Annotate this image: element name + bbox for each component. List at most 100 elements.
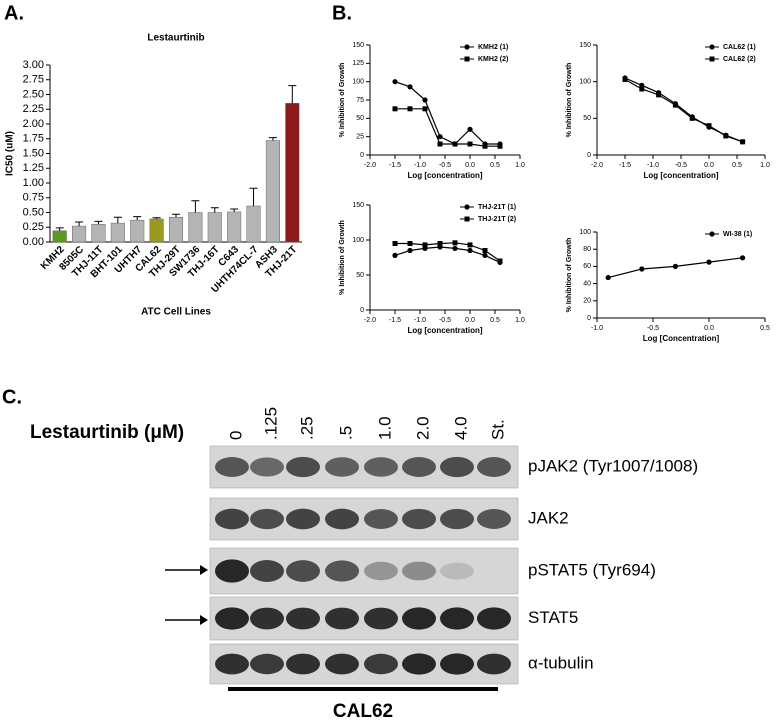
error-bar xyxy=(133,216,142,221)
y-tick-label: 150 xyxy=(352,202,364,209)
y-tick-label: 100 xyxy=(579,229,591,236)
chart-title: Lestaurtinib xyxy=(147,33,204,44)
y-tick-label: 60 xyxy=(583,263,591,270)
x-tick-label: -0.5 xyxy=(675,162,687,169)
band xyxy=(325,560,359,582)
marker xyxy=(422,97,428,103)
cell-line-label: CAL62 xyxy=(333,701,393,722)
x-tick-label: -0.5 xyxy=(439,162,451,169)
band xyxy=(215,559,249,583)
y-tick-label: 1.00 xyxy=(23,177,44,189)
y-tick-label: 1.75 xyxy=(23,133,44,145)
band xyxy=(286,456,320,478)
marker xyxy=(672,102,678,108)
y-axis-label: % Inhibition of Growth xyxy=(339,220,346,295)
x-tick-label: -1.0 xyxy=(414,317,426,324)
error-bar xyxy=(55,227,64,231)
x-tick-label: 0.0 xyxy=(465,317,475,324)
lane-label: 2.0 xyxy=(413,416,432,440)
error-bar xyxy=(249,187,258,207)
error-bar xyxy=(152,217,161,219)
legend-label: WI-38 (1) xyxy=(723,231,752,238)
band xyxy=(325,457,359,477)
lane-label: 4.0 xyxy=(451,416,470,440)
y-tick-label: 2.25 xyxy=(23,103,44,115)
band xyxy=(364,653,398,675)
underline-bar xyxy=(228,687,498,691)
marker xyxy=(497,258,503,264)
marker xyxy=(437,141,443,147)
band xyxy=(440,508,474,530)
x-tick-label: 0.0 xyxy=(704,162,714,169)
series-line xyxy=(394,81,500,145)
y-tick-label: 50 xyxy=(356,272,364,279)
marker xyxy=(467,242,473,248)
y-tick-label: 0 xyxy=(360,307,364,314)
marker xyxy=(482,252,488,258)
lane-label: St. xyxy=(488,419,507,440)
band xyxy=(215,607,249,630)
bar xyxy=(227,211,242,243)
marker xyxy=(407,247,413,254)
band xyxy=(250,559,284,583)
y-tick-label: 100 xyxy=(352,79,364,86)
y-tick-label: 25 xyxy=(356,134,364,141)
band xyxy=(402,653,436,675)
y-axis-label: % Inhibition of Growth xyxy=(566,238,573,313)
bar xyxy=(72,225,87,243)
legend-label: THJ-21T (1) xyxy=(478,204,516,211)
band xyxy=(215,508,249,530)
bar xyxy=(149,218,164,243)
marker xyxy=(740,255,746,261)
band xyxy=(477,653,511,675)
band xyxy=(325,653,359,675)
marker xyxy=(639,86,645,92)
y-tick-label: 0.00 xyxy=(23,236,44,248)
y-tick-label: 0.50 xyxy=(23,206,44,218)
band xyxy=(250,508,284,530)
marker xyxy=(452,141,458,147)
band xyxy=(215,457,249,477)
marker xyxy=(392,252,398,258)
y-tick-label: 0.75 xyxy=(23,192,44,204)
legend-marker xyxy=(464,216,470,222)
error-bar xyxy=(230,208,239,212)
band xyxy=(440,607,474,630)
lane-label: 0 xyxy=(226,431,245,440)
band xyxy=(364,607,398,630)
legend-label: THJ-21T (2) xyxy=(478,216,516,223)
y-axis-label: % Inhibition of Growth xyxy=(566,63,573,138)
marker xyxy=(482,143,488,149)
x-tick-label: -1.5 xyxy=(389,162,401,169)
x-tick-label: 0.5 xyxy=(732,162,742,169)
marker xyxy=(467,141,473,147)
marker xyxy=(740,139,746,145)
band xyxy=(440,653,474,675)
x-tick-label: 0.5 xyxy=(490,317,500,324)
band xyxy=(477,607,511,630)
y-tick-label: 0 xyxy=(587,152,591,159)
y-tick-label: 75 xyxy=(356,97,364,104)
panel-label: A. xyxy=(4,2,24,24)
x-tick-label: -1.0 xyxy=(591,325,603,332)
x-axis-label: ATC Cell Lines xyxy=(141,307,211,318)
error-bar xyxy=(172,213,180,218)
panel-label: C. xyxy=(2,386,22,408)
legend-label: KMH2 (2) xyxy=(478,56,508,63)
bar xyxy=(130,219,145,243)
marker xyxy=(482,248,488,253)
x-tick-label: 0.5 xyxy=(760,325,770,332)
band xyxy=(402,607,436,630)
x-tick-label: -1.0 xyxy=(647,162,659,169)
marker xyxy=(452,240,458,246)
x-tick-label: 0.0 xyxy=(465,162,475,169)
x-tick-label: 0.0 xyxy=(704,325,714,332)
legend-marker xyxy=(464,56,470,62)
marker xyxy=(497,143,503,149)
bar xyxy=(246,205,261,243)
y-tick-label: 2.50 xyxy=(23,88,44,100)
y-tick-label: 100 xyxy=(579,79,591,86)
marker xyxy=(392,106,398,112)
band xyxy=(364,457,398,477)
